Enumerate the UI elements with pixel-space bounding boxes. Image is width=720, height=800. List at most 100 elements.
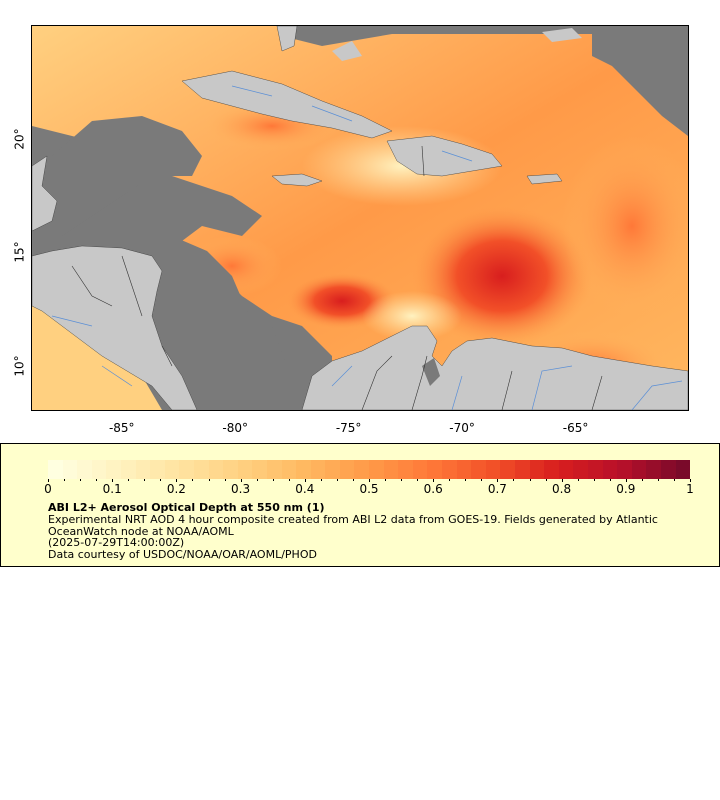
colorbar-swatch — [208, 460, 224, 479]
colorbar-tick-mark — [304, 479, 306, 482]
legend-timestamp: (2025-07-29T14:00:00Z) — [48, 536, 185, 549]
colorbar-swatch — [587, 460, 603, 479]
colorbar-tick-mark — [513, 479, 515, 481]
colorbar-tick-label: 0.9 — [616, 482, 636, 496]
colorbar-tick-label: 0.8 — [552, 482, 572, 496]
colorbar-tick-mark — [256, 479, 258, 481]
land-central-america — [32, 155, 58, 232]
no-data-gulf — [42, 116, 202, 236]
colorbar-swatch — [179, 460, 194, 479]
colorbar-tick-mark — [128, 479, 130, 481]
colorbar-swatch — [398, 460, 413, 479]
colorbar-swatch — [120, 460, 136, 479]
no-data-east — [592, 26, 688, 136]
colorbar-tick-mark — [481, 479, 483, 481]
colorbar-swatch — [339, 460, 355, 479]
colorbar-tick-mark — [497, 479, 499, 482]
colorbar-tick-label: 0.1 — [102, 482, 122, 496]
colorbar-tick-mark — [465, 479, 467, 481]
colorbar-swatch — [310, 460, 326, 479]
colorbar-tick-mark — [449, 479, 451, 481]
colorbar-tick-mark — [144, 479, 146, 481]
colorbar-tick-label: 0.3 — [231, 482, 251, 496]
land-central-america — [32, 245, 198, 410]
colorbar-swatch — [369, 460, 384, 479]
aod-hotspot — [562, 136, 688, 316]
colorbar-tick-label: 0.2 — [166, 482, 186, 496]
colorbar-tick-mark — [96, 479, 98, 481]
legend-description: Experimental NRT AOD 4 hour composite cr… — [48, 513, 658, 538]
colorbar-swatch — [135, 460, 151, 479]
colorbar-swatch — [325, 460, 340, 479]
colorbar-tick-mark — [369, 479, 370, 482]
colorbar-tick-label: 0 — [44, 482, 52, 496]
colorbar-swatch — [427, 460, 443, 479]
colorbar-tick-mark — [64, 479, 66, 481]
colorbar-tick-mark — [352, 479, 354, 481]
colorbar-tick-label: 0.4 — [295, 482, 315, 496]
colorbar-swatch — [77, 460, 92, 479]
colorbar-tick-mark — [272, 479, 274, 481]
colorbar-tick-mark — [609, 479, 611, 481]
colorbar-swatch — [164, 460, 180, 479]
colorbar-swatch — [296, 460, 311, 479]
colorbar-tick-label: 0.7 — [487, 482, 507, 496]
colorbar-swatch — [675, 460, 691, 479]
colorbar-tick-mark — [80, 479, 82, 481]
colorbar-tick-mark — [657, 479, 659, 481]
colorbar-swatch — [383, 460, 399, 479]
y-tick-label: 15° — [12, 241, 27, 263]
colorbar-tick-mark — [593, 479, 595, 481]
x-tick-label: -70° — [449, 421, 475, 435]
colorbar-tick-mark — [160, 479, 162, 481]
colorbar-swatch — [281, 460, 297, 479]
colorbar-swatch — [354, 460, 370, 479]
colorbar-tick-mark — [577, 479, 579, 481]
colorbar-swatch — [442, 460, 457, 479]
land-puerto-rico — [526, 173, 563, 185]
colorbar-tick-mark — [48, 479, 49, 482]
colorbar-tick-mark — [673, 479, 675, 481]
x-tick-label: -80° — [222, 421, 249, 435]
colorbar-swatch — [529, 460, 545, 479]
colorbar-swatch — [471, 460, 486, 479]
colorbar-swatch — [558, 460, 574, 479]
colorbar-swatch — [500, 460, 515, 479]
land-north — [276, 26, 298, 52]
land-south-america — [301, 325, 688, 410]
land-bahamas — [542, 28, 582, 42]
colorbar-tick-mark — [529, 479, 531, 481]
colorbar-swatch — [485, 460, 501, 479]
colorbar-tick-label: 1 — [686, 482, 694, 496]
y-tick-label: 20° — [12, 127, 27, 150]
colorbar-swatch — [266, 460, 282, 479]
colorbar-tick-mark — [112, 479, 114, 482]
legend-title: ABI L2+ Aerosol Optical Depth at 550 nm … — [48, 501, 325, 514]
colorbar-tick-mark — [625, 479, 627, 482]
legend-panel: 0 0.1 0.2 0.3 0.4 0.5 0.6 0.7 0.8 0.9 1 ABI L2+ Ae… — [0, 443, 720, 567]
colorbar-swatch — [617, 460, 632, 479]
colorbar-tick-label: 0.5 — [359, 482, 379, 496]
aod-map — [31, 25, 689, 411]
colorbar-swatch — [412, 460, 428, 479]
colorbar-tick-mark — [417, 479, 419, 481]
x-tick-label: -65° — [562, 421, 589, 435]
colorbar-tick-mark — [336, 479, 338, 481]
land-jamaica — [271, 173, 323, 187]
colorbar-tick-mark — [690, 479, 691, 482]
colorbar-tick-mark — [240, 479, 242, 482]
rivers — [51, 85, 683, 410]
legend-credit: Data courtesy of USDOC/NOAA/OAR/AOML/PHO… — [48, 548, 317, 561]
colorbar-swatch — [660, 460, 676, 479]
lake-maracaibo — [422, 358, 440, 386]
colorbar-tick-mark — [288, 479, 290, 481]
colorbar-swatch — [573, 460, 588, 479]
colorbar-tick-mark — [641, 479, 643, 481]
x-tick-label: -85° — [108, 421, 135, 435]
colorbar-tick-mark — [545, 479, 547, 481]
colorbar-tick-mark — [561, 479, 563, 482]
colorbar — [48, 460, 691, 479]
colorbar-tick-mark — [224, 479, 226, 481]
land-cuba — [181, 70, 393, 139]
colorbar-tick-mark — [208, 479, 210, 481]
